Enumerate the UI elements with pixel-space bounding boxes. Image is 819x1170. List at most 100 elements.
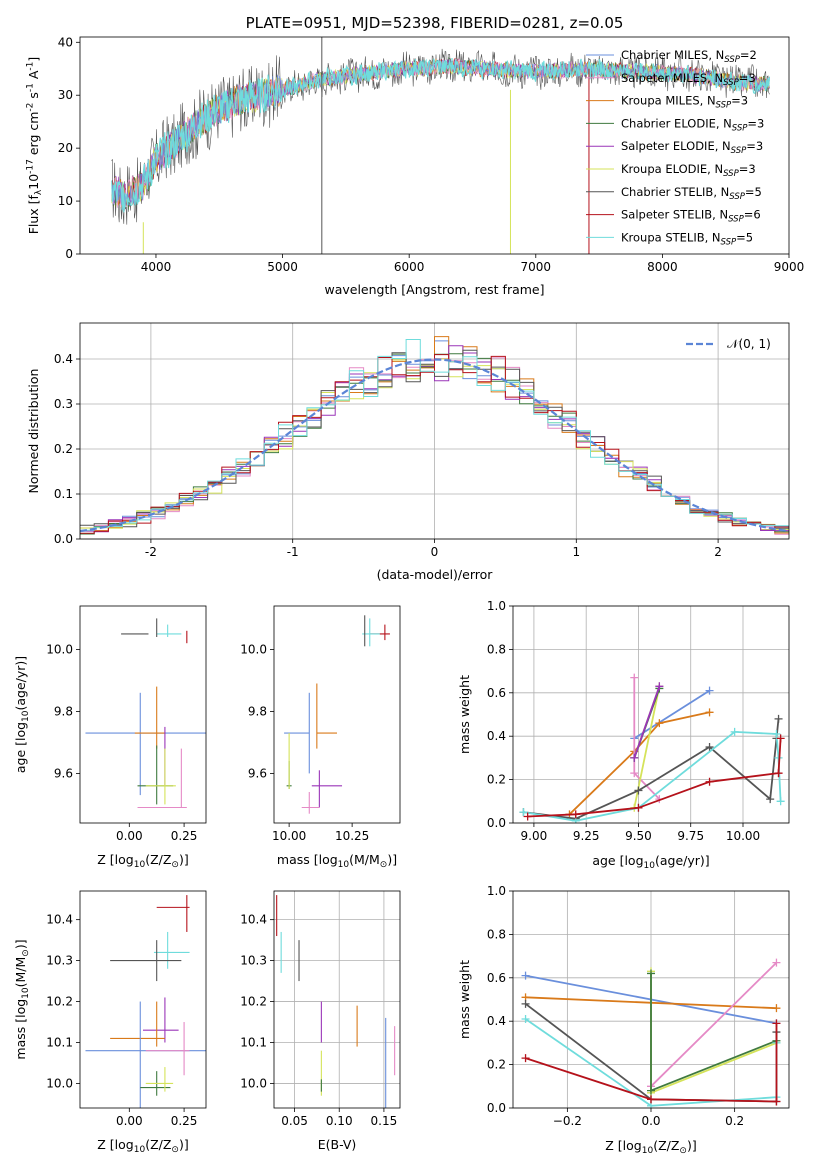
mass_weight_vs_age-ytick-label: 0.2	[487, 773, 506, 787]
age_vs_mass-ytick-label: 9.8	[248, 704, 267, 718]
marker-chabrier_elodie	[647, 969, 655, 978]
marker-salpeter_elodie	[630, 753, 639, 762]
marker-chabrier_stelib	[705, 743, 714, 752]
mass_vs_Z-ytick-label: 10.1	[46, 1035, 73, 1049]
age_vs_Z-ytick-label: 9.6	[54, 766, 73, 780]
mass_weight_vs_Z-xlabel: Z [log10(Z/Z⊙)]	[605, 1138, 696, 1156]
marker-chabrier_miles	[705, 686, 714, 695]
series-kroupa_elodie	[650, 971, 777, 1095]
legend-entry: Chabrier STELIB, NSSP=5	[621, 185, 762, 202]
residuals-xtick-label: -2	[145, 545, 157, 559]
series-salpeter_stelib	[525, 1023, 778, 1103]
spectrum-xtick-label: 7000	[521, 260, 552, 274]
marker-chabrier_elodie	[647, 1086, 655, 1095]
mass_weight_vs_age-xtick-label: 9.50	[625, 829, 652, 843]
mass_vs_Z-points	[85, 895, 206, 1108]
mass_weight_vs_Z-frame	[512, 890, 790, 1109]
hist-kroupa_stelib	[80, 339, 789, 531]
legend-entry: Kroupa ELODIE, NSSP=3	[621, 162, 756, 179]
residuals-xtick-label: 1	[572, 545, 580, 559]
spectrum-ytick-label: 20	[58, 141, 73, 155]
mass_weight_vs_age-xtick-label: 10.00	[726, 829, 760, 843]
legend-entry: Salpeter ELODIE, NSSP=3	[621, 139, 763, 156]
mass_vs_ebv-ytick-label: 10.2	[240, 995, 267, 1009]
mass_vs_Z-frame	[79, 890, 207, 1109]
series-kroupa_stelib	[523, 730, 782, 822]
age_vs_mass-frame	[273, 605, 401, 824]
spectrum-line-kroupa_stelib	[111, 57, 771, 213]
marker-salpeter_stelib	[776, 734, 785, 743]
marker-kroupa_miles	[772, 1004, 781, 1013]
spectrum-xtick-label: 5000	[267, 260, 298, 274]
marker-salpeter_stelib	[774, 769, 783, 778]
marker-chabrier_stelib	[774, 714, 783, 723]
spectrum-xlabel: wavelength [Angstrom, rest frame]	[324, 282, 544, 297]
marker-salpeter_stelib	[634, 803, 643, 812]
spectrum-xtick-label: 9000	[774, 260, 805, 274]
mass_vs_Z-xtick-label: 0.25	[171, 1114, 198, 1128]
mass_weight_vs_age-ytick-label: 1.0	[487, 599, 506, 613]
mass_vs_Z-ytick-label: 10.4	[46, 913, 73, 927]
mass_vs_Z-xtick-label: 0.00	[116, 1114, 143, 1128]
mass_weight_vs_Z-ytick-label: 0.4	[487, 1014, 506, 1028]
mass_weight_vs_Z-lines	[521, 958, 781, 1108]
series-kroupa_miles	[568, 711, 710, 815]
residuals-ytick-label: 0.0	[54, 532, 73, 546]
age_vs_Z-xlabel: Z [log10(Z/Z⊙)]	[97, 852, 188, 870]
series-chabrier_elodie	[650, 973, 777, 1092]
spectrum-ylabel: Flux [fλ10-17 erg cm-2 s-1 A-1]	[25, 57, 44, 235]
mass_vs_Z-ytick-label: 10.2	[46, 995, 73, 1009]
age_vs_mass-xtick-label: 10.25	[335, 829, 369, 843]
marker-salpeter_stelib	[521, 1054, 530, 1063]
residuals-ylabel: Normed distribution	[26, 369, 41, 494]
age_vs_Z-frame	[79, 605, 207, 824]
age_vs_Z-points	[85, 618, 206, 809]
mass_vs_ebv-ytick-label: 10.1	[240, 1035, 267, 1049]
legend-entry: Salpeter MILES, NSSP=3	[621, 71, 756, 88]
mass_vs_ebv-xtick-label: 0.10	[326, 1114, 353, 1128]
mass_weight_vs_age-ytick-label: 0.0	[487, 816, 506, 830]
mass_weight_vs_Z-ytick-label: 0.0	[487, 1101, 506, 1115]
mass_weight_vs_age-xtick-label: 9.00	[521, 829, 548, 843]
spectrum-ytick-label: 10	[58, 194, 73, 208]
mass_vs_Z-ytick-label: 10.3	[46, 954, 73, 968]
series-salpeter_elodie	[633, 686, 661, 759]
mass_weight_vs_age-frame	[512, 605, 790, 824]
spectrum-frame	[79, 36, 790, 255]
marker-salpeter_elodie	[655, 682, 664, 691]
spectrum-xtick-label: 6000	[394, 260, 425, 274]
mass_weight_vs_age-ytick-label: 0.8	[487, 642, 506, 656]
residuals-frame	[79, 322, 790, 540]
spectrum-lines	[111, 37, 771, 254]
residuals-xtick-label: -1	[287, 545, 299, 559]
residuals-ytick-label: 0.3	[54, 397, 73, 411]
gaussian-curve	[80, 358, 789, 533]
mass_weight_vs_Z-xtick-label: 0.0	[641, 1114, 660, 1128]
legend-entry: Chabrier ELODIE, NSSP=3	[621, 116, 764, 133]
series-chabrier_miles	[633, 689, 710, 740]
mass_weight_vs_Z-xtick-label: 0.2	[725, 1114, 744, 1128]
spectrum-title: PLATE=0951, MJD=52398, FIBERID=0281, z=0…	[246, 14, 624, 32]
mass_weight_vs_age-xtick-label: 9.75	[677, 829, 704, 843]
age_vs_mass-xtick-label: 10.00	[272, 829, 306, 843]
gaussian-legend-label: 𝒩(0, 1)	[727, 337, 771, 351]
mass_weight_vs_Z-ylabel: mass weight	[457, 960, 472, 1039]
mass_weight_vs_age-xtick-label: 9.25	[573, 829, 600, 843]
age_vs_Z-ylabel: age [log10(age/yr)]	[13, 656, 31, 773]
mass_vs_ebv-ytick-label: 10.4	[240, 913, 267, 927]
mass_vs_ebv-xtick-label: 0.05	[281, 1114, 308, 1128]
mass_vs_Z-ylabel: mass [log10(M/M⊙)]	[13, 939, 31, 1059]
mass_vs_ebv-ytick-label: 10.0	[240, 1076, 267, 1090]
mass_weight_vs_Z-xtick-label: −0.2	[553, 1114, 582, 1128]
spectrum-line-chabrier_stelib	[111, 48, 770, 225]
mass_vs_Z-ytick-label: 10.0	[46, 1076, 73, 1090]
mass_weight_vs_age-lines	[519, 673, 785, 823]
marker-salpeter_stelib	[705, 777, 714, 786]
legend-entry: Kroupa MILES, NSSP=3	[621, 94, 748, 111]
mass_weight_vs_Z-ytick-label: 0.6	[487, 971, 506, 985]
spectrum-ytick-label: 0	[65, 247, 73, 261]
marker-kroupa_stelib	[521, 1015, 530, 1024]
age_vs_mass-ytick-label: 9.6	[248, 766, 267, 780]
mass_weight_vs_age-xlabel: age [log10(age/yr)]	[592, 853, 709, 871]
